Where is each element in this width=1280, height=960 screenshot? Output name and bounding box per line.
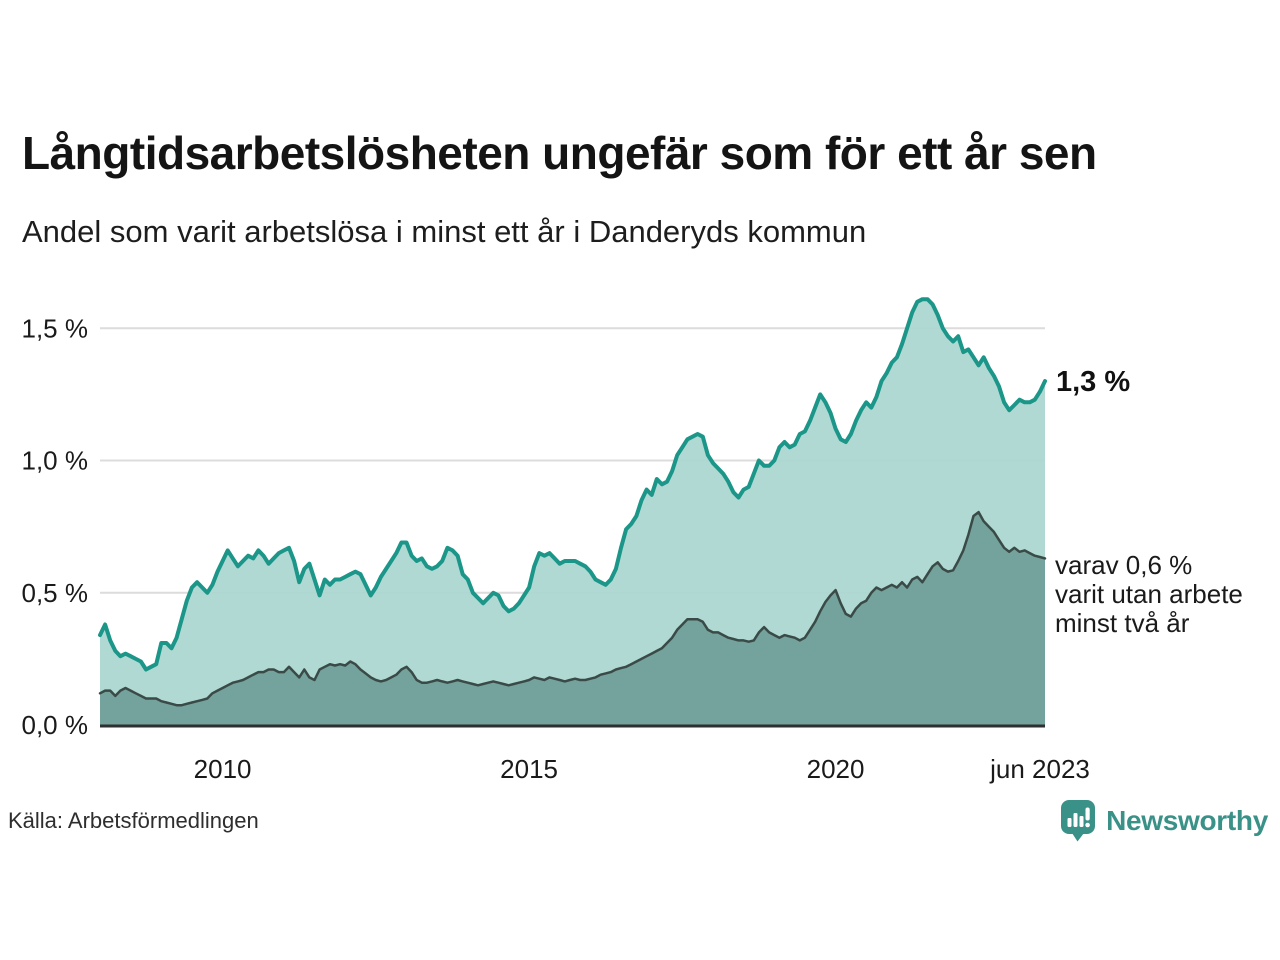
series-line-2 <box>98 510 1047 707</box>
x-tick-label: jun 2023 <box>989 754 1090 784</box>
latest-value-annotation: 1,3 % <box>1056 366 1131 398</box>
x-tick-label: 2015 <box>500 754 558 784</box>
series2-annotation: varav 0,6 % varit utan arbete minst två … <box>1055 550 1243 638</box>
source-attribution: Källa: Arbetsförmedlingen <box>8 808 259 833</box>
y-tick-label: 0,0 % <box>22 710 89 740</box>
x-tick-label: 2010 <box>194 754 252 784</box>
y-tick-label: 1,5 % <box>22 313 89 343</box>
series-line-1 <box>98 297 1047 672</box>
y-tick-label: 1,0 % <box>22 446 89 476</box>
series-area-2 <box>100 512 1045 725</box>
x-tick-label: 2020 <box>807 754 865 784</box>
newsworthy-wordmark: Newsworthy <box>1106 805 1268 836</box>
series-area-1 <box>100 299 1045 725</box>
y-tick-label: 0,5 % <box>22 578 89 608</box>
chart-subtitle: Andel som varit arbetslösa i minst ett å… <box>22 214 867 249</box>
page-title: Långtidsarbetslösheten ungefär som för e… <box>22 127 1097 179</box>
newsworthy-bubble-bar-chart-icon <box>1061 800 1096 842</box>
newsworthy-logo: Newsworthy <box>1060 799 1268 843</box>
